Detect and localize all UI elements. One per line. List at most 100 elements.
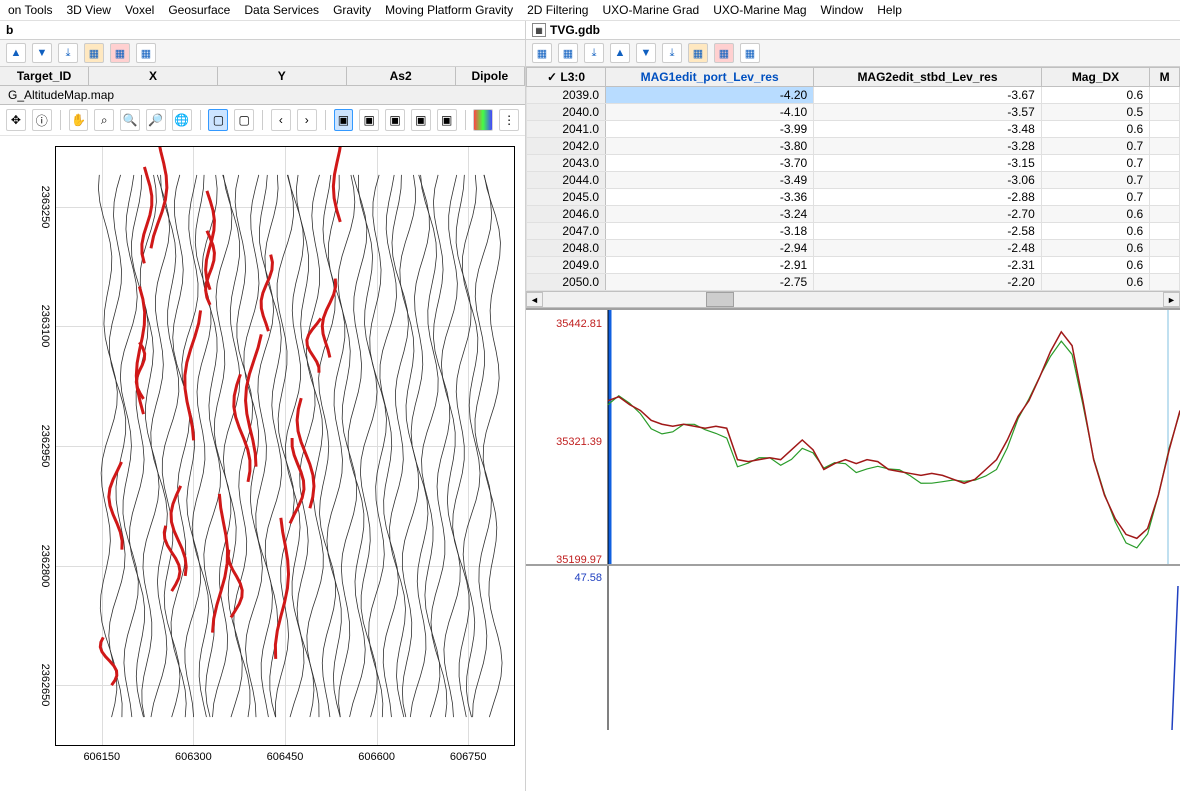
layer2-icon[interactable]: ▢ bbox=[234, 109, 254, 131]
menu-item[interactable]: Voxel bbox=[125, 3, 154, 17]
column-header[interactable]: Y bbox=[218, 67, 347, 85]
grid1-icon[interactable]: ▦ bbox=[84, 43, 104, 63]
palette-icon[interactable] bbox=[473, 109, 493, 131]
scroll-thumb[interactable] bbox=[706, 292, 734, 307]
table-row[interactable]: 2050.0-2.75-2.200.6 bbox=[527, 274, 1180, 291]
horizontal-scrollbar[interactable]: ◄ ► bbox=[526, 291, 1180, 308]
grid2-icon[interactable]: ▦ bbox=[110, 43, 130, 63]
tool3-icon[interactable]: ⤓ bbox=[584, 43, 604, 63]
cell: 0.6 bbox=[1041, 121, 1149, 138]
arrow-up-icon[interactable]: ▲ bbox=[610, 43, 630, 63]
profile-chart-2[interactable]: 47.58 bbox=[526, 564, 1180, 728]
layer1-icon[interactable]: ▢ bbox=[208, 109, 228, 131]
tool1-icon[interactable]: ▦ bbox=[532, 43, 552, 63]
cell: -2.75 bbox=[606, 274, 814, 291]
row-index: 2049.0 bbox=[527, 257, 606, 274]
grid-b-icon[interactable]: ▣ bbox=[359, 109, 379, 131]
menu-item[interactable]: Help bbox=[877, 3, 902, 17]
cell: 0.6 bbox=[1041, 206, 1149, 223]
table-row[interactable]: 2043.0-3.70-3.150.7 bbox=[527, 155, 1180, 172]
cell: -2.70 bbox=[814, 206, 1042, 223]
grid-e-icon[interactable]: ▣ bbox=[437, 109, 457, 131]
left-pane: b ▲ ▼ ⤓ ▦ ▦ ▦ Target_IDXYAs2Dipole G_Alt… bbox=[0, 21, 526, 791]
y-tick-label: 2363100 bbox=[6, 305, 51, 348]
menu-item[interactable]: 3D View bbox=[66, 3, 110, 17]
menu-item[interactable]: on Tools bbox=[8, 3, 52, 17]
arrow-up-icon[interactable]: ▲ bbox=[6, 43, 26, 63]
menu-item[interactable]: Gravity bbox=[333, 3, 371, 17]
prev-icon[interactable]: ‹ bbox=[271, 109, 291, 131]
column-header[interactable]: MAG2edit_stbd_Lev_res bbox=[814, 68, 1042, 87]
table-row[interactable]: 2044.0-3.49-3.060.7 bbox=[527, 172, 1180, 189]
zoom-box-icon[interactable]: ⌕ bbox=[94, 109, 114, 131]
grid-c-icon[interactable]: ▣ bbox=[385, 109, 405, 131]
next-icon[interactable]: › bbox=[297, 109, 317, 131]
profile-chart-1[interactable]: 35442.8135321.3935199.97 bbox=[526, 308, 1180, 564]
cell: -2.31 bbox=[814, 257, 1042, 274]
cell: -3.48 bbox=[814, 121, 1042, 138]
column-header[interactable]: X bbox=[89, 67, 218, 85]
left-toolbar: ▲ ▼ ⤓ ▦ ▦ ▦ bbox=[0, 40, 525, 67]
column-header[interactable]: Dipole bbox=[456, 67, 525, 85]
table-row[interactable]: 2046.0-3.24-2.700.6 bbox=[527, 206, 1180, 223]
cell bbox=[1150, 121, 1180, 138]
map-viewport[interactable]: 6061506063006064506066006067502362650236… bbox=[0, 136, 525, 791]
arrow-down-bar-icon[interactable]: ⤓ bbox=[58, 43, 78, 63]
menu-item[interactable]: Window bbox=[821, 3, 864, 17]
tool2-icon[interactable]: ▦ bbox=[558, 43, 578, 63]
table-row[interactable]: 2039.0-4.20-3.670.6 bbox=[527, 87, 1180, 104]
cell: 0.6 bbox=[1041, 257, 1149, 274]
cell: -2.58 bbox=[814, 223, 1042, 240]
pan-icon[interactable]: ✋ bbox=[69, 109, 89, 131]
column-header[interactable]: M bbox=[1150, 68, 1180, 87]
right-pane: ▦ TVG.gdb ▦ ▦ ⤓ ▲ ▼ ⤓ ▦ ▦ ▦ ✓ L3:0MAG1ed… bbox=[526, 21, 1180, 791]
column-header[interactable]: Mag_DX bbox=[1041, 68, 1149, 87]
menu-item[interactable]: Data Services bbox=[244, 3, 319, 17]
table-row[interactable]: 2041.0-3.99-3.480.6 bbox=[527, 121, 1180, 138]
pointer-icon[interactable]: ✥ bbox=[6, 109, 26, 131]
grid-d-icon[interactable]: ▣ bbox=[411, 109, 431, 131]
column-header[interactable]: MAG1edit_port_Lev_res bbox=[606, 68, 814, 87]
arrow-down-icon[interactable]: ▼ bbox=[636, 43, 656, 63]
table-row[interactable]: 2045.0-3.36-2.880.7 bbox=[527, 189, 1180, 206]
column-header[interactable]: As2 bbox=[347, 67, 456, 85]
line-id-header[interactable]: ✓ L3:0 bbox=[527, 68, 606, 87]
table-row[interactable]: 2042.0-3.80-3.280.7 bbox=[527, 138, 1180, 155]
menu-item[interactable]: Geosurface bbox=[168, 3, 230, 17]
grid-r1-icon[interactable]: ▦ bbox=[688, 43, 708, 63]
y-tick-label: 2362650 bbox=[6, 664, 51, 707]
cell: -3.99 bbox=[606, 121, 814, 138]
cell: -3.49 bbox=[606, 172, 814, 189]
cell bbox=[1150, 223, 1180, 240]
arrow-down-icon[interactable]: ▼ bbox=[32, 43, 52, 63]
menu-item[interactable]: UXO-Marine Grad bbox=[602, 3, 699, 17]
cell bbox=[1150, 274, 1180, 291]
row-index: 2040.0 bbox=[527, 104, 606, 121]
cell: 0.5 bbox=[1041, 104, 1149, 121]
arrow-down-bar-icon[interactable]: ⤓ bbox=[662, 43, 682, 63]
table-row[interactable]: 2048.0-2.94-2.480.6 bbox=[527, 240, 1180, 257]
data-grid[interactable]: ✓ L3:0MAG1edit_port_Lev_resMAG2edit_stbd… bbox=[526, 67, 1180, 291]
grid-r2-icon[interactable]: ▦ bbox=[714, 43, 734, 63]
scroll-right-icon[interactable]: ► bbox=[1163, 292, 1180, 307]
x-tick-label: 606150 bbox=[83, 751, 120, 763]
info-icon[interactable]: ⓘ bbox=[32, 109, 52, 131]
more-icon[interactable]: ⋮ bbox=[499, 109, 519, 131]
cell bbox=[1150, 155, 1180, 172]
table-row[interactable]: 2047.0-3.18-2.580.6 bbox=[527, 223, 1180, 240]
table-row[interactable]: 2049.0-2.91-2.310.6 bbox=[527, 257, 1180, 274]
table-row[interactable]: 2040.0-4.10-3.570.5 bbox=[527, 104, 1180, 121]
grid3-icon[interactable]: ▦ bbox=[136, 43, 156, 63]
menu-item[interactable]: Moving Platform Gravity bbox=[385, 3, 513, 17]
column-header[interactable]: Target_ID bbox=[0, 67, 89, 85]
menu-item[interactable]: UXO-Marine Mag bbox=[713, 3, 806, 17]
zoom-in-icon[interactable]: 🔍 bbox=[120, 109, 140, 131]
globe-icon[interactable]: 🌐 bbox=[172, 109, 192, 131]
grid-a-icon[interactable]: ▣ bbox=[334, 109, 354, 131]
menu-item[interactable]: 2D Filtering bbox=[527, 3, 588, 17]
cell bbox=[1150, 257, 1180, 274]
grid-r3-icon[interactable]: ▦ bbox=[740, 43, 760, 63]
zoom-out-icon[interactable]: 🔎 bbox=[146, 109, 166, 131]
scroll-left-icon[interactable]: ◄ bbox=[526, 292, 543, 307]
map-tab[interactable]: G_AltitudeMap.map bbox=[0, 86, 525, 105]
